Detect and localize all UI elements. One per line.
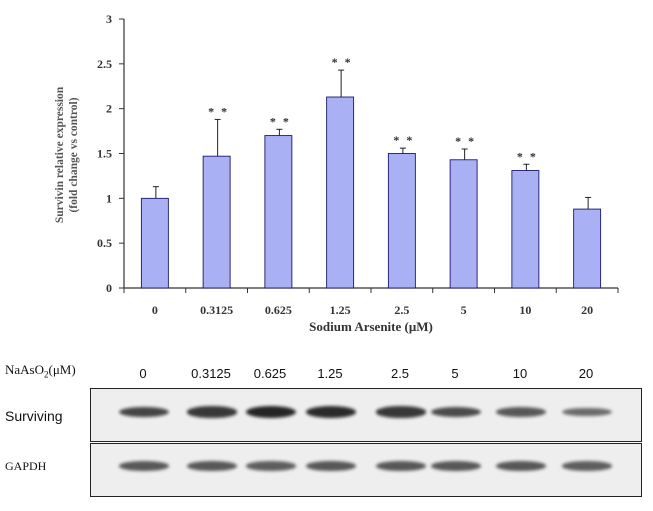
x-axis: 0 0.3125 0.625 1.25 2.5 5 10 20	[123, 287, 619, 317]
blot-band	[306, 461, 356, 471]
x-tick-label: 5	[461, 303, 467, 317]
x-tick-label: 0.3125	[200, 303, 233, 317]
bar	[387, 153, 416, 289]
y-axis-title-line1: Survivin relative expression	[54, 86, 66, 223]
y-axis-title: Survivin relative expression (fold chang…	[54, 86, 80, 223]
significance-label: * *	[208, 104, 229, 118]
blot-band	[119, 461, 169, 471]
significance-label: * *	[332, 55, 353, 69]
bar	[573, 208, 602, 289]
y-tick-label: 2	[106, 102, 112, 116]
blot-row-label-gapdh: GAPDH	[5, 459, 47, 473]
blot-band	[187, 461, 237, 471]
concentration-label: 0.625	[253, 366, 287, 381]
y-tick-label: 0	[106, 281, 112, 295]
blot-row-label-surviving: Surviving	[5, 408, 63, 424]
x-axis-title: Sodium Arsenite (μM)	[309, 319, 433, 334]
blot-band	[246, 406, 296, 418]
blot-band	[119, 406, 169, 418]
y-tick-label: 0.5	[97, 236, 112, 250]
concentration-label: 20	[578, 366, 594, 381]
x-tick-label: 1.25	[330, 303, 351, 317]
concentration-row: NaAsO2(μM) 0 0.3125 0.625 1.25 2.5 5 10 20	[0, 362, 653, 382]
blot-band	[562, 461, 612, 471]
y-axis: 0 0.5 1 1.5 2 2.5 3	[97, 12, 125, 295]
blot-panel-gapdh	[90, 443, 642, 497]
x-tick-label: 20	[581, 303, 593, 317]
blot-band	[431, 406, 481, 418]
concentration-label: 10	[512, 366, 528, 381]
bar	[264, 135, 293, 289]
bar-chart: 0 0.5 1 1.5 2 2.5 3 0 0.3125 0.625 1.25 2.5 5 10 20 *…	[54, 12, 619, 334]
concentration-label: 0	[139, 366, 147, 381]
blot-band	[562, 407, 612, 417]
x-tick-label: 0	[152, 303, 158, 317]
significance-label: * *	[393, 133, 414, 147]
y-tick-label: 2.5	[97, 57, 112, 71]
y-tick-label: 1	[106, 191, 112, 205]
y-tick-label: 3	[106, 12, 112, 26]
y-tick-label: 1.5	[97, 147, 112, 161]
concentration-title: NaAsO2(μM)	[5, 362, 76, 380]
concentration-label: 5	[451, 366, 459, 381]
blot-band	[496, 461, 546, 471]
concentration-label: 2.5	[390, 366, 410, 381]
concentration-label: 1.25	[317, 366, 343, 381]
x-tick-label: 2.5	[394, 303, 409, 317]
x-tick-label: 10	[519, 303, 531, 317]
blot-band	[246, 461, 296, 471]
significance-label: * *	[455, 134, 476, 148]
y-axis-title-line2: (fold change vs control)	[68, 97, 80, 212]
blot-band	[431, 461, 481, 471]
x-tick-label: 0.625	[265, 303, 292, 317]
bar	[511, 170, 540, 289]
bar	[326, 96, 355, 289]
bar	[202, 155, 231, 289]
blot-panel-surviving	[90, 388, 642, 442]
concentration-label: 0.3125	[191, 366, 231, 381]
bar	[449, 159, 478, 289]
western-blot: NaAsO2(μM) 0 0.3125 0.625 1.25 2.5 5 10 20 Surv…	[0, 355, 653, 511]
blot-band	[376, 461, 426, 471]
blot-band	[496, 407, 546, 417]
bar	[140, 197, 169, 289]
significance-label: * *	[270, 114, 291, 128]
blot-band	[306, 406, 356, 418]
blot-band	[187, 406, 237, 418]
blot-band	[376, 406, 426, 418]
bars: * * * * * * * * * * * *	[140, 55, 602, 289]
significance-label: * *	[517, 149, 538, 163]
